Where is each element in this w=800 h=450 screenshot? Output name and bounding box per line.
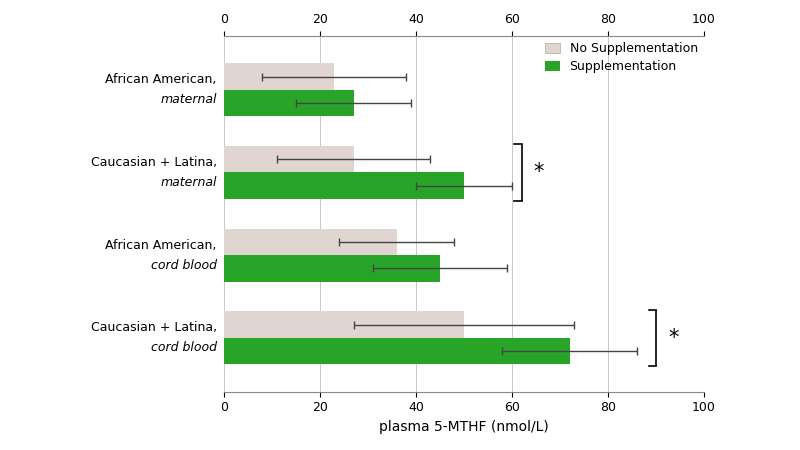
Text: maternal: maternal xyxy=(160,93,217,106)
Text: Caucasian + Latina,: Caucasian + Latina, xyxy=(90,321,217,334)
Bar xyxy=(224,255,440,282)
Bar xyxy=(224,146,354,172)
Bar xyxy=(224,338,570,364)
Bar xyxy=(224,311,464,338)
Text: cord blood: cord blood xyxy=(151,341,217,354)
Text: African American,: African American, xyxy=(106,238,217,252)
Bar xyxy=(224,172,464,199)
Legend: No Supplementation, Supplementation: No Supplementation, Supplementation xyxy=(545,42,698,73)
Text: maternal: maternal xyxy=(160,176,217,189)
Text: African American,: African American, xyxy=(106,73,217,86)
Text: cord blood: cord blood xyxy=(151,258,217,271)
Bar xyxy=(224,63,334,90)
Text: *: * xyxy=(668,328,678,348)
Text: Caucasian + Latina,: Caucasian + Latina, xyxy=(90,156,217,169)
Bar xyxy=(224,229,397,255)
Bar xyxy=(224,90,354,116)
X-axis label: plasma 5-MTHF (nmol/L): plasma 5-MTHF (nmol/L) xyxy=(379,420,549,434)
Text: *: * xyxy=(534,162,544,182)
